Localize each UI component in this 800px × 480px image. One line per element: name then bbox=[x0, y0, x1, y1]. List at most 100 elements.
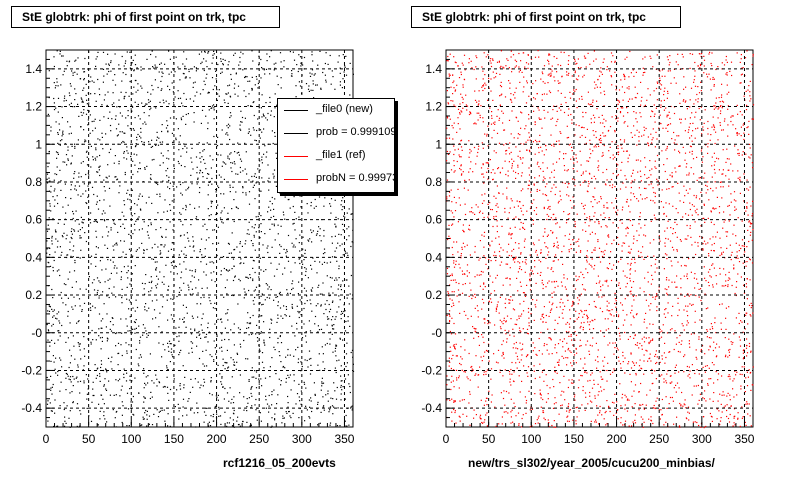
data-point bbox=[328, 318, 330, 320]
data-point bbox=[72, 72, 74, 74]
data-point bbox=[595, 306, 597, 308]
data-point bbox=[487, 323, 489, 325]
data-point bbox=[210, 202, 213, 204]
data-point bbox=[252, 60, 254, 62]
data-point bbox=[210, 415, 212, 417]
data-point bbox=[265, 117, 267, 119]
data-point bbox=[553, 291, 555, 293]
data-point bbox=[535, 353, 537, 355]
data-point bbox=[456, 377, 458, 379]
data-point bbox=[294, 335, 296, 337]
data-point bbox=[250, 240, 252, 242]
data-point bbox=[471, 297, 473, 300]
data-point bbox=[189, 245, 191, 247]
data-point bbox=[211, 394, 213, 396]
data-point bbox=[57, 153, 59, 155]
data-point bbox=[752, 312, 754, 314]
data-point bbox=[589, 220, 591, 222]
data-point bbox=[231, 425, 234, 427]
data-point bbox=[719, 267, 721, 269]
data-point bbox=[141, 242, 143, 244]
data-point bbox=[525, 141, 527, 143]
data-point bbox=[241, 116, 244, 119]
data-point bbox=[106, 247, 109, 249]
data-point bbox=[631, 309, 633, 311]
data-point bbox=[239, 374, 241, 376]
data-point bbox=[701, 161, 703, 163]
data-point bbox=[199, 333, 201, 335]
data-point bbox=[161, 235, 163, 237]
data-point bbox=[180, 289, 182, 291]
data-point bbox=[457, 289, 460, 291]
data-point bbox=[321, 293, 323, 295]
data-point bbox=[113, 286, 115, 288]
data-point bbox=[304, 274, 307, 276]
data-point bbox=[101, 236, 104, 238]
data-point bbox=[525, 293, 527, 296]
data-point bbox=[618, 101, 621, 103]
data-point bbox=[580, 325, 582, 328]
data-point bbox=[540, 397, 542, 399]
data-point bbox=[259, 190, 261, 192]
data-point bbox=[61, 235, 63, 237]
data-point bbox=[329, 54, 331, 57]
data-point bbox=[280, 384, 282, 386]
data-point bbox=[213, 360, 215, 362]
data-point bbox=[72, 402, 74, 404]
data-point bbox=[82, 193, 84, 195]
data-point bbox=[520, 331, 522, 333]
data-point bbox=[105, 326, 107, 328]
data-point bbox=[151, 396, 153, 398]
data-point bbox=[643, 187, 646, 189]
data-point bbox=[129, 388, 131, 390]
data-point bbox=[132, 93, 134, 95]
data-point bbox=[319, 228, 321, 230]
data-point bbox=[122, 223, 124, 225]
data-point bbox=[597, 240, 599, 243]
data-point bbox=[85, 240, 87, 243]
data-point bbox=[182, 365, 184, 367]
data-point bbox=[497, 301, 499, 303]
data-point bbox=[181, 332, 183, 334]
data-point bbox=[238, 151, 240, 153]
data-point bbox=[499, 172, 501, 174]
data-point bbox=[335, 398, 338, 400]
data-point bbox=[57, 85, 59, 87]
data-point bbox=[629, 277, 631, 279]
data-point bbox=[703, 217, 705, 219]
data-point bbox=[202, 313, 204, 315]
data-point bbox=[171, 318, 174, 320]
data-point bbox=[182, 207, 184, 210]
data-point bbox=[147, 91, 149, 93]
data-point bbox=[315, 84, 317, 86]
data-point bbox=[46, 178, 48, 180]
data-point bbox=[194, 378, 196, 380]
data-point bbox=[96, 56, 98, 58]
data-point bbox=[669, 117, 671, 119]
data-point bbox=[175, 118, 177, 120]
data-point bbox=[221, 321, 223, 323]
data-point bbox=[193, 250, 195, 252]
data-point bbox=[239, 243, 241, 245]
data-point bbox=[574, 226, 576, 228]
data-point bbox=[693, 103, 695, 105]
data-point bbox=[253, 236, 255, 238]
data-point bbox=[737, 177, 739, 179]
data-point bbox=[626, 314, 628, 316]
data-point bbox=[248, 179, 250, 181]
data-point bbox=[174, 265, 176, 267]
data-point bbox=[654, 296, 657, 298]
data-point bbox=[307, 212, 309, 214]
data-point bbox=[89, 303, 91, 305]
data-point bbox=[300, 361, 302, 363]
data-point bbox=[694, 273, 696, 275]
data-point bbox=[211, 279, 213, 281]
data-point bbox=[106, 313, 108, 315]
data-point bbox=[229, 184, 231, 186]
data-point bbox=[107, 279, 109, 281]
data-point bbox=[273, 69, 275, 71]
data-point bbox=[340, 386, 342, 388]
data-point bbox=[317, 401, 319, 403]
data-point bbox=[108, 64, 110, 66]
data-point bbox=[295, 349, 297, 351]
